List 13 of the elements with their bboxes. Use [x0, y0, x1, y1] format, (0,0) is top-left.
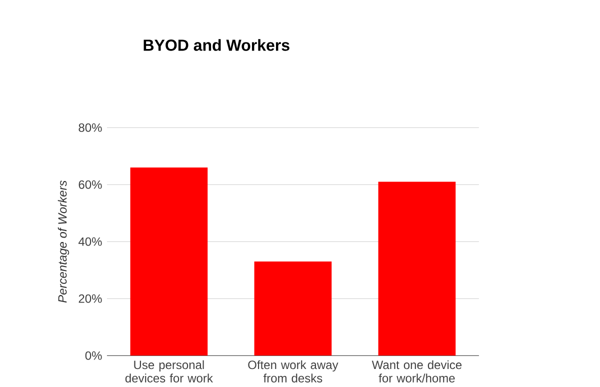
- y-tick-label: 0%: [85, 351, 102, 360]
- bar: [378, 182, 456, 356]
- y-tick-label: 60%: [78, 180, 102, 189]
- x-tick-label: Often work away from desks: [248, 360, 338, 383]
- bar: [130, 168, 208, 356]
- bar: [254, 262, 332, 356]
- x-tick-label: Want one device for work/home: [372, 360, 462, 383]
- y-tick-label: 20%: [78, 294, 102, 303]
- y-tick-label: 40%: [78, 237, 102, 246]
- y-tick-label: 80%: [78, 123, 102, 132]
- chart-title: BYOD and Workers: [144, 39, 290, 51]
- y-axis-title: Percentage of Workers: [58, 180, 70, 303]
- x-tick-label: Use personal devices for work: [125, 360, 213, 383]
